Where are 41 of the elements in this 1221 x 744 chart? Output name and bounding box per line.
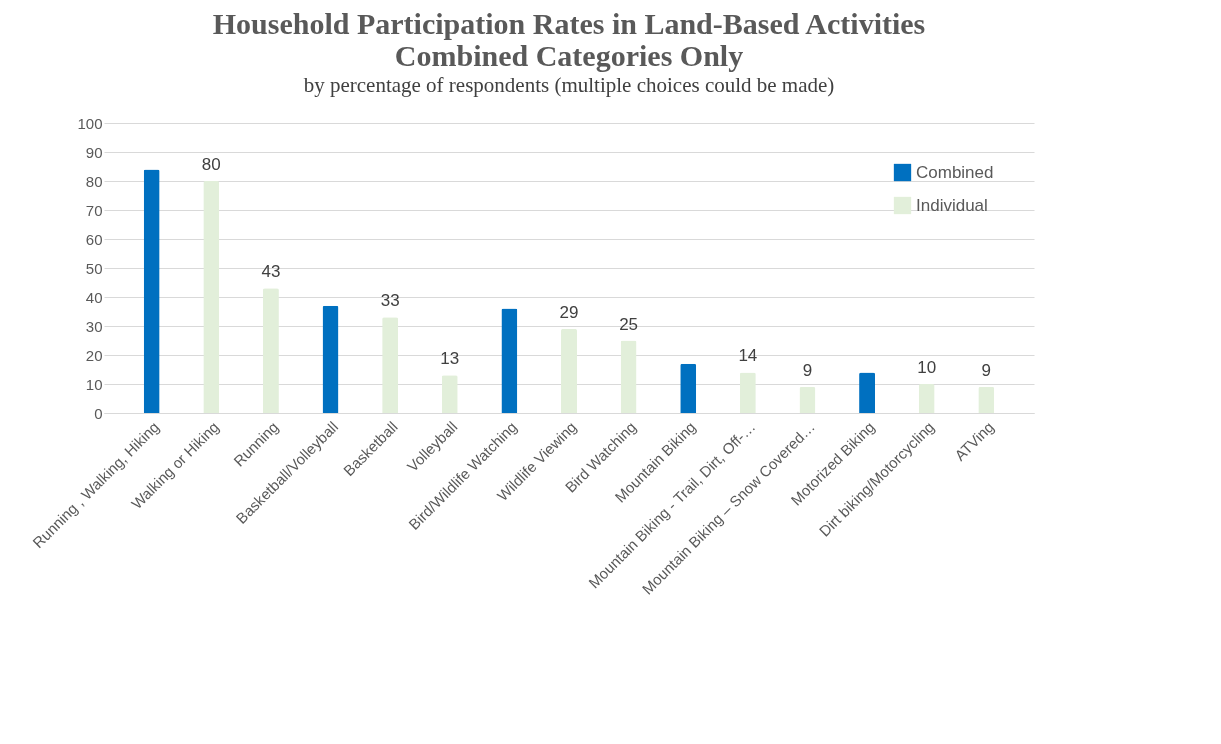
- data-label: 14: [738, 346, 758, 366]
- bar: [501, 308, 518, 413]
- bar: [322, 305, 339, 413]
- y-tick-label: 0: [94, 404, 103, 422]
- bar: [918, 384, 935, 413]
- text: Combined Categories Only: [394, 39, 744, 72]
- y-tick-label: 40: [85, 288, 103, 306]
- bar: [799, 386, 816, 413]
- data-label: 9: [981, 360, 992, 380]
- y-tick-label: 80: [85, 172, 103, 190]
- bar: [441, 375, 458, 413]
- data-label: 33: [380, 291, 400, 311]
- y-tick-label: 100: [77, 114, 103, 132]
- y-tick-label: 60: [85, 230, 103, 248]
- chart-subtitle: by percentage of respondents (multiple choices could be made): [303, 73, 835, 97]
- bar: [143, 169, 160, 413]
- bar: [382, 317, 399, 413]
- data-label: 10: [917, 358, 937, 377]
- legend-label: Combined: [916, 162, 994, 182]
- bar: [680, 363, 697, 413]
- bar: [978, 386, 995, 413]
- data-label: 80: [201, 155, 221, 174]
- bar: [739, 372, 756, 413]
- y-tick-label: 30: [85, 317, 103, 335]
- bar: [859, 372, 876, 413]
- data-label: 13: [440, 349, 460, 369]
- bar: [561, 328, 577, 413]
- bar: [262, 288, 279, 413]
- legend-label: Individual: [916, 195, 988, 215]
- data-label: 43: [261, 262, 281, 282]
- text: Household Participation Rates in Land-Based Activities: [212, 7, 926, 40]
- y-tick-label: 10: [85, 375, 103, 393]
- data-label: 29: [559, 302, 579, 322]
- data-label: 9: [802, 360, 813, 380]
- bar: [203, 181, 220, 413]
- data-label: 25: [619, 314, 639, 334]
- y-tick-label: 20: [85, 346, 103, 364]
- y-tick-label: 70: [85, 201, 103, 219]
- bar: [620, 340, 637, 413]
- y-tick-label: 90: [85, 143, 103, 161]
- y-tick-label: 50: [85, 259, 103, 277]
